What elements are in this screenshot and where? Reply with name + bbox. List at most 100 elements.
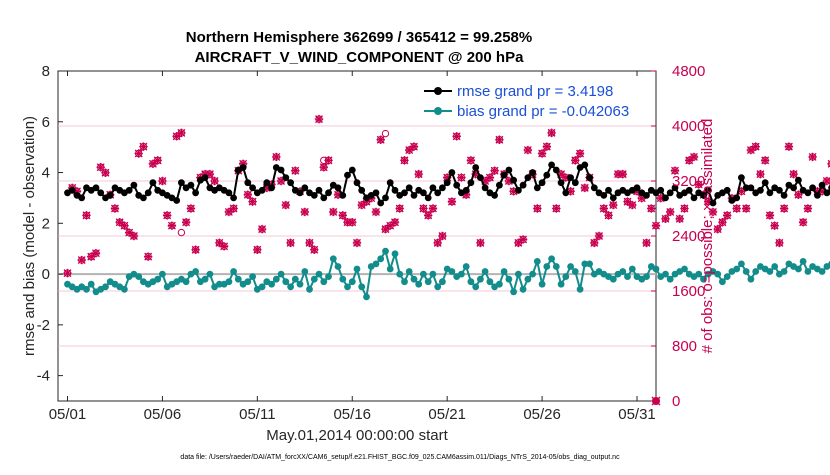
bias-point (482, 268, 489, 275)
obs-point (804, 204, 812, 212)
obs-point (524, 146, 532, 154)
rmse-point (425, 195, 432, 202)
obs-assimilated-marker (533, 204, 541, 212)
rmse-point (188, 182, 195, 189)
obs-assimilated-marker (253, 246, 261, 254)
rmse-point (482, 184, 489, 191)
rmse-point (520, 182, 527, 189)
rmse-point (600, 192, 607, 199)
obs-point (486, 173, 494, 181)
obs-assimilated-marker (538, 149, 546, 157)
obs-point (120, 221, 128, 229)
rmse-point (790, 184, 797, 191)
obs-assimilated-marker (543, 142, 551, 150)
rmse-point (667, 189, 674, 196)
rmse-point (757, 187, 764, 194)
obs-assimilated-marker (476, 239, 484, 247)
obs-assimilated-marker (78, 256, 86, 264)
x-tick-label: 05/31 (618, 406, 656, 423)
obs-point (92, 249, 100, 257)
rmse-point (259, 187, 266, 194)
bias-point (534, 258, 541, 265)
rmse-point (377, 200, 384, 207)
obs-point (490, 166, 498, 174)
obs-point (799, 218, 807, 226)
obs-assimilated-marker (229, 204, 237, 212)
obs-point (78, 256, 86, 264)
legend-bias-label: bias grand pr = -0.042063 (457, 103, 629, 120)
obs-assimilated-marker (419, 204, 427, 212)
obs-point (82, 211, 90, 219)
bias-point (805, 268, 812, 275)
obs-assimilated-marker (391, 218, 399, 226)
rmse-point (78, 195, 85, 202)
obs-assimilated-marker (732, 204, 740, 212)
obs-point (647, 204, 655, 212)
x-tick-label: 05/11 (239, 406, 275, 423)
bias-point (154, 276, 161, 283)
bias-point (510, 288, 517, 295)
y-left-tick-label: 2 (42, 215, 50, 232)
obs-point (742, 204, 750, 212)
obs-point (410, 142, 418, 150)
obs-assimilated-marker (571, 156, 579, 164)
rmse-point (444, 179, 451, 186)
obs-point (163, 211, 171, 219)
bias-point (306, 286, 313, 293)
obs-assimilated-marker (305, 239, 313, 247)
obs-point (519, 235, 527, 243)
bias-point (183, 278, 190, 285)
rmse-point (586, 174, 593, 181)
bias-point (501, 268, 508, 275)
bias-point (567, 263, 574, 270)
obs-assimilated-marker (433, 239, 441, 247)
obs-assimilated-marker (581, 184, 589, 192)
bias-point (387, 266, 394, 273)
rmse-point (430, 184, 437, 191)
rmse-point (610, 195, 617, 202)
bias-point (292, 276, 299, 283)
obs-point (571, 156, 579, 164)
bias-point (192, 268, 199, 275)
x-tick-label: 05/06 (144, 406, 182, 423)
x-tick-label: 05/01 (49, 406, 87, 423)
obs-assimilated-marker (153, 156, 161, 164)
rmse-point (781, 192, 788, 199)
obs-assimilated-marker (751, 142, 759, 150)
obs-point (666, 208, 674, 216)
rmse-point (411, 192, 418, 199)
rmse-point (301, 184, 308, 191)
data-file-footnote: data file: /Users/raeder/DAI/ATM_forcXX/… (180, 454, 620, 461)
obs-assimilated-marker (414, 170, 422, 178)
obs-point (751, 142, 759, 150)
bias-point (249, 273, 256, 280)
rmse-point (131, 182, 138, 189)
obs-assimilated-marker (410, 142, 418, 150)
bias-point (282, 278, 289, 285)
obs-point (552, 204, 560, 212)
bias-point (667, 276, 674, 283)
bias-point (529, 271, 536, 278)
obs-assimilated-marker (642, 239, 650, 247)
rmse-point (439, 184, 446, 191)
rmse-point (320, 195, 327, 202)
bias-point (624, 273, 631, 280)
rmse-point (738, 174, 745, 181)
rmse-point (795, 177, 802, 184)
obs-point (282, 201, 290, 209)
obs-point (320, 163, 328, 171)
bias-point (767, 268, 774, 275)
obs-assimilated-marker (158, 177, 166, 185)
bias-point (244, 278, 251, 285)
obs-assimilated-marker (785, 142, 793, 150)
obs-point (538, 149, 546, 157)
bias-point (781, 268, 788, 275)
obs-point (718, 218, 726, 226)
bias-point (344, 283, 351, 290)
rmse-point (468, 179, 475, 186)
obs-assimilated-marker (766, 211, 774, 219)
bias-point (449, 268, 456, 275)
bias-point (425, 278, 432, 285)
bias-point (373, 261, 380, 268)
obs-assimilated-marker (134, 149, 142, 157)
